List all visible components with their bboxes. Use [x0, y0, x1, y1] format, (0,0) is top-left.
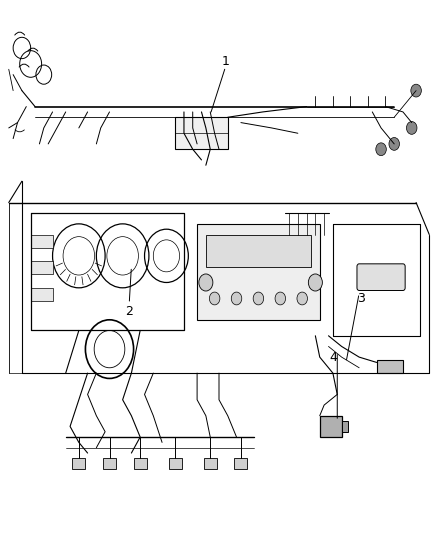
Circle shape	[376, 143, 386, 156]
FancyBboxPatch shape	[234, 458, 247, 469]
Circle shape	[209, 292, 220, 305]
Circle shape	[308, 274, 322, 291]
FancyBboxPatch shape	[357, 264, 405, 290]
Text: 3: 3	[357, 292, 365, 305]
FancyBboxPatch shape	[377, 360, 403, 373]
Text: 4: 4	[329, 351, 337, 364]
FancyBboxPatch shape	[206, 235, 311, 266]
Circle shape	[199, 274, 213, 291]
Circle shape	[275, 292, 286, 305]
Circle shape	[406, 122, 417, 134]
Text: 1: 1	[222, 55, 230, 68]
FancyBboxPatch shape	[169, 458, 182, 469]
FancyBboxPatch shape	[31, 235, 53, 248]
FancyBboxPatch shape	[175, 117, 228, 149]
Circle shape	[389, 138, 399, 150]
FancyBboxPatch shape	[320, 416, 342, 437]
FancyBboxPatch shape	[197, 224, 320, 320]
Circle shape	[231, 292, 242, 305]
Text: 2: 2	[125, 305, 133, 318]
FancyBboxPatch shape	[103, 458, 116, 469]
FancyBboxPatch shape	[342, 421, 348, 432]
FancyBboxPatch shape	[134, 458, 147, 469]
FancyBboxPatch shape	[31, 288, 53, 301]
Circle shape	[297, 292, 307, 305]
FancyBboxPatch shape	[72, 458, 85, 469]
Circle shape	[253, 292, 264, 305]
Circle shape	[411, 84, 421, 97]
FancyBboxPatch shape	[204, 458, 217, 469]
FancyBboxPatch shape	[31, 261, 53, 274]
